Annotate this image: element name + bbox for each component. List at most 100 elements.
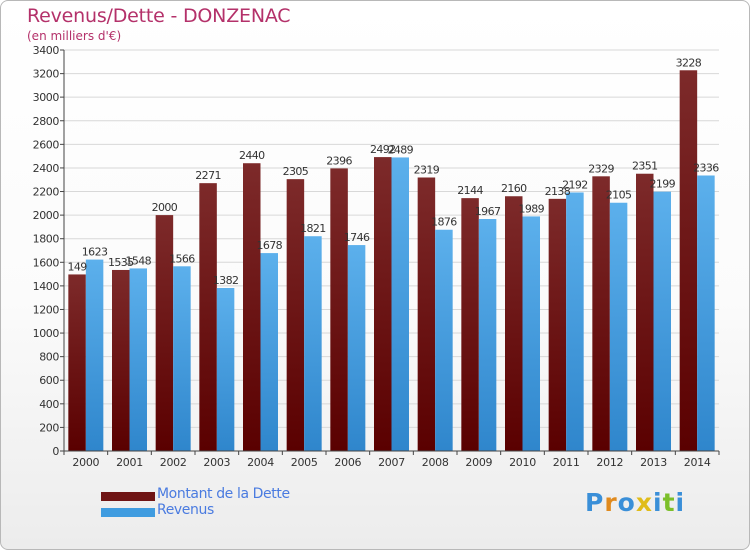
y-tick-label: 3000 [33,91,60,104]
y-tick-label: 2800 [33,115,60,128]
value-label-revenus-2001: 1548 [125,254,151,267]
y-tick-label: 800 [39,351,59,364]
x-tick-label: 2000 [72,456,99,469]
value-label-dette-2014: 3228 [676,56,702,69]
value-label-revenus-2013: 2199 [649,178,675,191]
value-label-dette-2001: 1535 [108,256,134,269]
y-tick-label: 2600 [33,138,60,151]
y-tick-label: 1200 [33,303,60,316]
y-tick-label: 600 [39,374,59,387]
proxiti-logo: Proxiti [585,488,686,517]
bar-dette-2011 [548,198,567,451]
x-tick-label: 2012 [596,456,623,469]
y-tick-label: 1400 [33,280,60,293]
bar-dette-2004 [243,163,261,452]
x-tick-label: 2010 [509,456,536,469]
bar-revenus-2005 [304,236,322,451]
x-tick-label: 2007 [378,456,405,469]
bar-dette-2002 [155,215,174,451]
bar-revenus-2008 [435,229,453,451]
bar-dette-2010 [505,196,523,451]
bar-dette-2009 [461,198,479,451]
value-label-revenus-2000: 1623 [82,246,108,259]
bar-revenus-2003 [216,288,235,451]
value-label-revenus-2003: 1382 [213,274,239,287]
bar-dette-2012 [592,176,610,451]
value-label-revenus-2006: 1746 [344,231,370,244]
x-tick-label: 2011 [553,456,580,469]
y-tick-label: 2000 [33,209,60,222]
y-tick-label: 1800 [33,233,60,246]
value-label-dette-2012: 2329 [588,162,614,175]
value-label-dette-2005: 2305 [283,165,309,178]
value-label-dette-2006: 2396 [326,154,352,167]
bar-revenus-2004 [260,253,278,451]
x-tick-label: 2005 [291,456,318,469]
value-label-revenus-2011: 2192 [562,178,588,191]
bar-revenus-2009 [478,219,497,451]
bar-dette-2001 [112,269,130,451]
x-tick-label: 2002 [160,456,187,469]
bar-revenus-2001 [129,268,147,451]
x-tick-label: 2006 [334,456,361,469]
x-tick-label: 2001 [116,456,143,469]
y-tick-label: 0 [52,445,59,458]
bar-dette-2000 [68,274,86,451]
legend-swatch-revenus [101,508,155,517]
bar-dette-2006 [330,168,348,451]
x-tick-label: 2014 [684,456,711,469]
y-tick-label: 400 [39,398,59,411]
y-tick-label: 2400 [33,162,60,175]
value-label-revenus-2008: 1876 [431,216,457,229]
value-label-dette-2009: 2144 [457,184,483,197]
value-label-revenus-2010: 1989 [518,202,544,215]
y-tick-label: 2200 [33,186,60,199]
bar-revenus-2014 [697,175,715,451]
x-tick-label: 2008 [422,456,449,469]
x-tick-label: 2004 [247,456,274,469]
value-label-revenus-2007: 2489 [387,143,413,156]
value-label-dette-2010: 2160 [501,182,527,195]
y-tick-label: 200 [39,421,59,434]
bar-dette-2003 [199,183,217,452]
bar-revenus-2002 [173,266,191,451]
value-label-revenus-2005: 1821 [300,222,326,235]
bar-revenus-2011 [566,192,584,451]
value-label-dette-2000: 149 [67,260,87,273]
y-tick-label: 1000 [33,327,60,340]
bar-dette-2013 [636,173,654,452]
legend-swatch-debt [101,492,155,501]
value-label-dette-2008: 2319 [414,163,440,176]
value-label-revenus-2014: 2336 [693,161,719,174]
bar-revenus-2012 [609,202,628,451]
value-label-revenus-2012: 2105 [606,189,632,202]
legend-label-debt: Montant de la Dette [157,486,290,502]
value-label-dette-2002: 2000 [152,201,178,214]
bar-dette-2008 [417,177,436,451]
value-label-revenus-2009: 1967 [475,205,501,218]
bar-revenus-2007 [391,157,409,452]
value-label-dette-2003: 2271 [195,169,221,182]
value-label-revenus-2002: 1566 [169,252,195,265]
chart-title: Revenus/Dette - DONZENAC [27,5,291,27]
y-tick-label: 3400 [33,44,60,57]
x-tick-label: 2003 [203,456,230,469]
x-tick-label: 2009 [465,456,492,469]
bar-dette-2007 [374,157,392,452]
value-label-dette-2011: 2138 [545,185,571,198]
value-label-dette-2007: 2492 [370,143,396,156]
value-label-revenus-2004: 1678 [256,239,282,252]
value-label-dette-2004: 2440 [239,149,265,162]
bar-revenus-2006 [347,245,366,451]
chart-subtitle: (en milliers d'€) [27,29,122,43]
bar-revenus-2010 [522,216,540,451]
x-tick-label: 2013 [640,456,667,469]
y-tick-label: 1600 [33,256,60,269]
value-label-dette-2013: 2351 [632,160,658,173]
bar-revenus-2000 [85,259,104,451]
bar-dette-2014 [679,70,698,451]
bar-dette-2005 [286,179,305,452]
y-tick-label: 3200 [33,68,60,81]
